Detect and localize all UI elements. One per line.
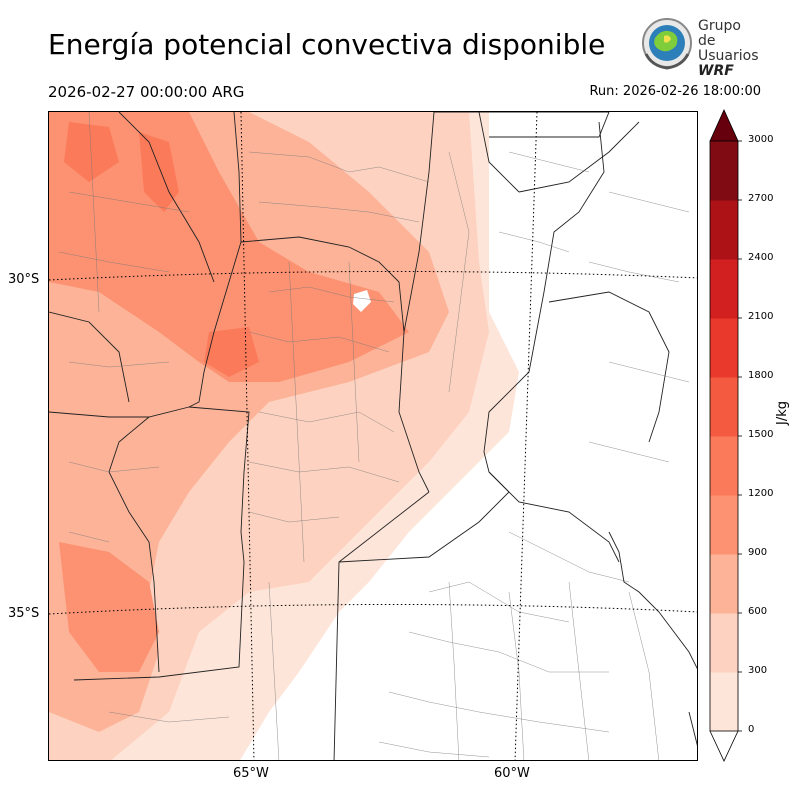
lon-label-60w: 60°W [494, 766, 530, 781]
province-boundaries [49, 112, 697, 760]
colorbar-tick-label: 600 [748, 606, 768, 617]
colorbar-tick-label: 1500 [748, 429, 774, 440]
cape-band-1200-1500-center [204, 327, 259, 377]
map-title: Energía potencial convectiva disponible [48, 28, 606, 61]
cape-map-canvas [49, 112, 697, 760]
colorbar-tick-label: 2100 [748, 311, 774, 322]
colorbar-tick-label: 0 [748, 724, 755, 735]
colorbar-segment-1500-1800 [710, 377, 738, 437]
colorbar-segment-1200-1500 [710, 436, 738, 496]
graticule [49, 112, 697, 760]
colorbar-tick-label: 2400 [748, 252, 774, 263]
coastline [608, 531, 697, 670]
colorbar-segment-2100-2400 [710, 259, 738, 319]
parallel-35s [49, 603, 697, 615]
valid-time: 2026-02-27 00:00:00 ARG [48, 83, 245, 101]
colorbar-canvas [709, 109, 742, 762]
colorbar-tick-label: 3000 [748, 134, 774, 145]
colorbar-segment-2400-2700 [710, 200, 738, 260]
cape-hole [353, 290, 371, 312]
meridian-60w [514, 112, 538, 760]
colorbar-segment-1800-2100 [710, 318, 738, 378]
cape-band-900-1200 [49, 112, 409, 382]
run-time: Run: 2026-02-26 18:00:00 [589, 84, 761, 99]
colorbar-tick-label: 300 [748, 665, 768, 676]
colorbar-extend-min [709, 730, 739, 762]
lon-label-65w: 65°W [233, 766, 269, 781]
colorbar-units: J/kg [775, 401, 790, 425]
cape-band-900-1200-south [59, 542, 159, 672]
globe-emblem-icon [642, 18, 692, 70]
colorbar-segment-600-900 [710, 554, 738, 614]
colorbar-tick-label: 900 [748, 547, 768, 558]
logo-line-1: Grupo de [698, 18, 741, 49]
cape-band-1200-1500-north [64, 122, 119, 182]
meridian-65w [240, 112, 255, 760]
logo-line-2: Usuarios [698, 48, 759, 64]
colorbar [706, 108, 786, 768]
department-boundaries [58, 112, 690, 760]
wrf-group-logo: Grupo de Usuarios WRF [638, 16, 759, 79]
colorbar-extend-max [709, 109, 739, 142]
logo-line-3: WRF [698, 63, 734, 79]
colorbar-tick-label: 2700 [748, 193, 774, 204]
cape-field [49, 112, 519, 760]
lat-label-35s: 35°S [8, 606, 40, 621]
colorbar-tick-label: 1800 [748, 370, 774, 381]
lat-label-30s: 30°S [8, 272, 40, 287]
cape-map [48, 111, 698, 761]
colorbar-tick-label: 1200 [748, 488, 774, 499]
parallel-30s [49, 270, 697, 281]
colorbar-segment-0-300 [710, 672, 738, 732]
colorbar-segment-2700-3000 [710, 141, 738, 201]
colorbar-segment-900-1200 [710, 495, 738, 555]
colorbar-segment-300-600 [710, 613, 738, 673]
